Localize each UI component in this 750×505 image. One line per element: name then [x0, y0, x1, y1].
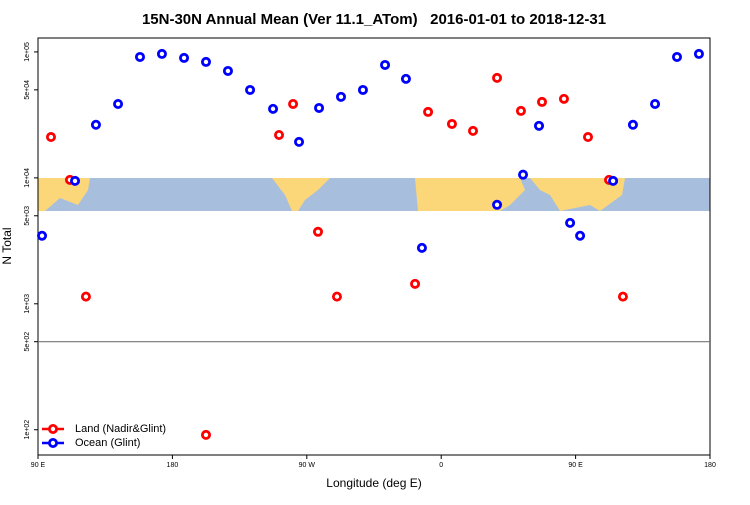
point — [518, 169, 529, 180]
x-tick-label: 90 W — [299, 462, 316, 469]
chart-title: 15N-30N Annual Mean (Ver 11.1_ATom) 2016… — [142, 11, 606, 28]
point — [80, 291, 91, 302]
map-land — [530, 178, 625, 211]
point — [156, 48, 167, 59]
x-tick-label: 0 — [439, 462, 443, 469]
x-tick-label: 180 — [167, 462, 179, 469]
point — [558, 93, 569, 104]
y-tick-label: 1e+04 — [24, 168, 31, 188]
plot-frame — [37, 37, 711, 456]
y-tick-label: 1e+02 — [24, 420, 31, 440]
x-tick-label: 90 E — [568, 462, 583, 469]
point — [627, 119, 638, 130]
point — [179, 52, 190, 63]
x-tick-label: 90 E — [31, 462, 46, 469]
point — [446, 118, 457, 129]
point — [617, 291, 628, 302]
point — [294, 136, 305, 147]
y-tick-label: 1e+05 — [24, 42, 31, 62]
point — [380, 59, 391, 70]
map-land — [38, 178, 90, 211]
point — [693, 48, 704, 59]
point — [45, 132, 56, 143]
point — [515, 105, 526, 116]
point — [492, 199, 503, 210]
point — [245, 84, 256, 95]
point — [575, 230, 586, 241]
y-tick-label: 1e+03 — [24, 294, 31, 314]
point — [331, 291, 342, 302]
point — [423, 106, 434, 117]
point — [314, 102, 325, 113]
y-tick-label: 5e+04 — [24, 80, 31, 100]
point — [537, 96, 548, 107]
point — [650, 98, 661, 109]
map-land — [272, 178, 330, 211]
point — [70, 175, 81, 186]
marks: 90 E 180 90 W 0 90 E 180 1e+02 5e+02 1e+03 5e+03 1… — [24, 42, 716, 469]
point — [90, 119, 101, 130]
y-axis-label: N Total — [0, 227, 14, 264]
point — [200, 56, 211, 67]
point — [608, 175, 619, 186]
point — [113, 98, 124, 109]
legend-label: Ocean (Glint) — [75, 437, 140, 449]
point — [274, 129, 285, 140]
point — [492, 72, 503, 83]
point — [268, 103, 279, 114]
point — [416, 242, 427, 253]
point — [410, 278, 421, 289]
legend-marker — [48, 437, 59, 448]
y-tick-label: 5e+02 — [24, 332, 31, 352]
point — [534, 120, 545, 131]
point — [335, 91, 346, 102]
legend-marker — [48, 423, 59, 434]
point — [288, 98, 299, 109]
point — [37, 230, 48, 241]
point — [582, 132, 593, 143]
point — [134, 51, 145, 62]
point — [400, 73, 411, 84]
point — [200, 429, 211, 440]
point — [312, 226, 323, 237]
point — [671, 51, 682, 62]
point — [468, 125, 479, 136]
x-tick-label: 180 — [704, 462, 716, 469]
x-axis-label: Longitude (deg E) — [326, 476, 421, 490]
y-tick-label: 5e+03 — [24, 206, 31, 226]
point — [357, 84, 368, 95]
point — [565, 217, 576, 228]
legend-label: Land (Nadir&Glint) — [75, 423, 166, 435]
point — [222, 65, 233, 76]
